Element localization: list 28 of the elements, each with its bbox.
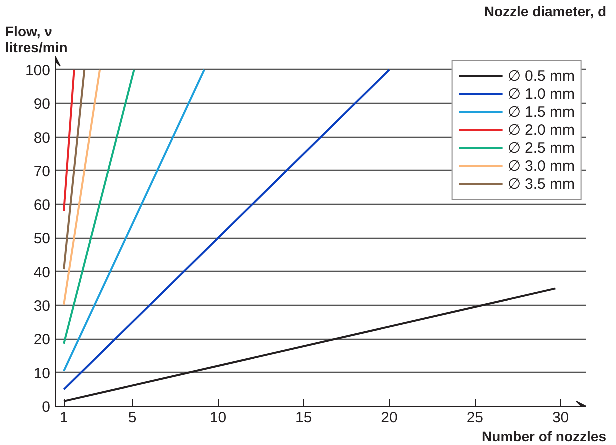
y-tick-label: 90 bbox=[34, 96, 51, 114]
y-tick-label: 60 bbox=[34, 197, 51, 214]
x-tick-label: 25 bbox=[466, 410, 484, 426]
y-tick-label: 70 bbox=[34, 163, 51, 180]
y-tick-label: 20 bbox=[34, 332, 51, 349]
x-tick-label: 20 bbox=[381, 410, 398, 426]
x-tick-label: 10 bbox=[210, 410, 227, 426]
y-tick-label: 80 bbox=[34, 130, 51, 147]
y-tick-label: 100 bbox=[25, 62, 51, 80]
x-tick-label: 15 bbox=[296, 410, 312, 426]
legend-label: ∅ 0.5 mm bbox=[508, 67, 575, 85]
y-tick-label: 30 bbox=[34, 298, 51, 316]
legend-label: ∅ 3.5 mm bbox=[508, 175, 575, 193]
y-tick-label: 0 bbox=[42, 399, 50, 416]
legend-label: ∅ 1.0 mm bbox=[508, 85, 575, 103]
x-axis-title: Number of nozzles bbox=[482, 428, 607, 444]
legend-label: ∅ 1.5 mm bbox=[508, 103, 575, 121]
x-tick-label: 5 bbox=[128, 410, 137, 426]
y-tick-label: 10 bbox=[34, 365, 51, 382]
legend-label: ∅ 3.0 mm bbox=[508, 157, 575, 175]
x-tick-label: 1 bbox=[60, 410, 68, 426]
legend-label: ∅ 2.5 mm bbox=[508, 139, 575, 157]
y-axis-title: Flow, ν litres/min bbox=[6, 24, 68, 56]
legend-title: Nozzle diameter, d bbox=[484, 4, 607, 20]
y-tick-label: 50 bbox=[34, 230, 51, 248]
legend-label: ∅ 2.0 mm bbox=[508, 121, 575, 139]
x-tick-label: 30 bbox=[552, 410, 570, 426]
y-tick-label: 40 bbox=[34, 264, 51, 282]
